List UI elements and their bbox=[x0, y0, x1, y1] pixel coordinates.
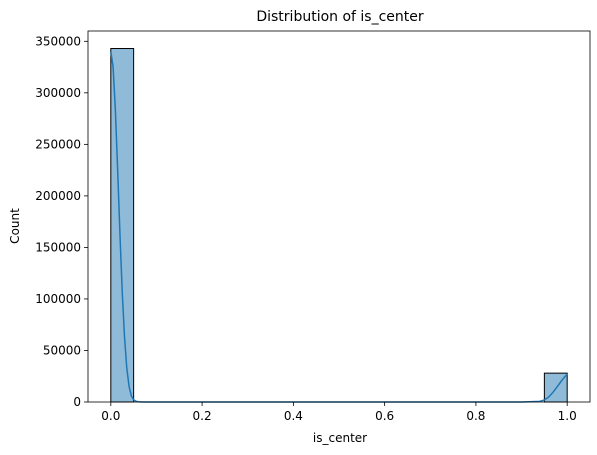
chart-title: Distribution of is_center bbox=[256, 9, 424, 25]
x-tick-label: 0.0 bbox=[101, 409, 120, 423]
plot-area: 0.0 0.2 0.4 0.6 0.8 1.0 0 50000 100000 150000 2000… bbox=[35, 30, 591, 423]
x-tick-label: 0.6 bbox=[375, 409, 394, 423]
y-tick-label: 200000 bbox=[35, 189, 81, 203]
x-tick-label: 0.8 bbox=[466, 409, 485, 423]
y-axis-label: Count bbox=[8, 208, 22, 244]
x-tick-label: 1.0 bbox=[558, 409, 577, 423]
y-tick-label: 0 bbox=[73, 395, 81, 409]
y-tick-label: 350000 bbox=[35, 34, 81, 48]
y-tick-label: 100000 bbox=[35, 292, 81, 306]
x-tick-label: 0.2 bbox=[193, 409, 212, 423]
y-tick-label: 150000 bbox=[35, 240, 81, 254]
y-tick-label: 50000 bbox=[43, 343, 81, 357]
kde-line bbox=[110, 51, 568, 403]
x-axis-label: is_center bbox=[313, 431, 367, 445]
y-tick-label: 250000 bbox=[35, 137, 81, 151]
plot-frame bbox=[87, 30, 591, 403]
x-tick-label: 0.4 bbox=[284, 409, 303, 423]
y-tick-label: 300000 bbox=[35, 86, 81, 100]
